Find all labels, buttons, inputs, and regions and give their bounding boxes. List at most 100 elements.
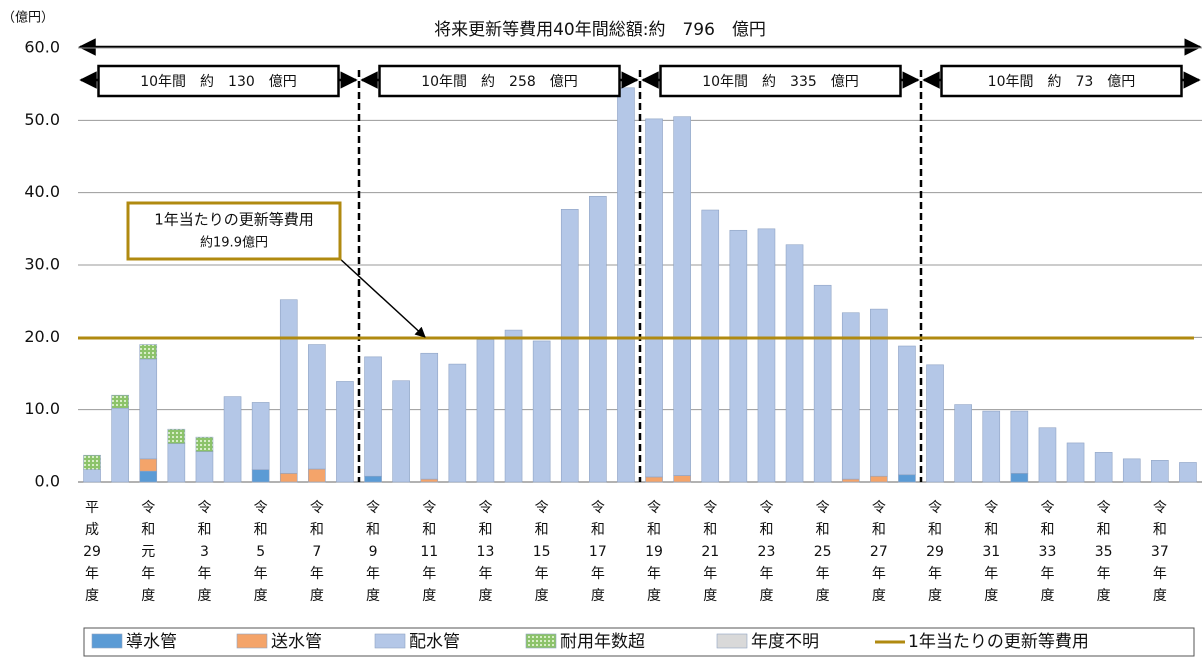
label-char: 年 xyxy=(254,566,268,582)
x-tick-label: 令和 9 年度 xyxy=(366,500,380,604)
period-box xyxy=(378,64,621,98)
label-char: 度 xyxy=(254,588,268,604)
label-char: 度 xyxy=(647,588,661,604)
bar-segment xyxy=(841,478,860,483)
legend-swatch xyxy=(374,633,406,649)
bar-segment xyxy=(195,436,214,452)
label-char: 令 xyxy=(478,500,492,516)
label-char: 令 xyxy=(928,500,942,516)
legend-swatch xyxy=(525,633,557,649)
label-char: 度 xyxy=(535,588,549,604)
label-char: 度 xyxy=(422,588,436,604)
bar-segment xyxy=(982,410,1001,483)
bar-segment xyxy=(841,312,860,480)
label-char: 令 xyxy=(703,500,717,516)
label-char: 令 xyxy=(1097,500,1111,516)
bar-segment xyxy=(926,364,944,483)
label-char: 和 xyxy=(1153,522,1167,538)
bar-segment xyxy=(898,474,916,483)
x-tick-label: 令和 27 年度 xyxy=(870,500,888,604)
bar-segment xyxy=(420,352,439,480)
label-char: 元 xyxy=(141,544,155,560)
annotation-arrow xyxy=(337,256,426,338)
label-char: 度 xyxy=(984,588,998,604)
bar-segment xyxy=(251,402,270,471)
label-char: 11 xyxy=(420,544,438,560)
bar-segment xyxy=(167,443,186,483)
label-char: 度 xyxy=(478,588,492,604)
label-char: 成 xyxy=(85,522,99,538)
bar-segment xyxy=(504,329,523,483)
legend-label: 1年当たりの更新等費用 xyxy=(908,632,1089,652)
label-char: 和 xyxy=(1040,522,1054,538)
bar-segment xyxy=(279,299,298,474)
legend-swatch xyxy=(716,633,748,649)
label-char: 5 xyxy=(256,544,265,560)
x-tick-label: 令和 5 年度 xyxy=(254,500,268,604)
label-char: 令 xyxy=(254,500,268,516)
y-tick-label: 0.0 xyxy=(35,472,60,491)
bar-segment xyxy=(954,404,972,483)
label-char: 年 xyxy=(141,566,155,582)
x-tick-label: 令和 29 年度 xyxy=(926,500,944,604)
legend-label: 導水管 xyxy=(126,632,177,652)
label-char: 和 xyxy=(310,522,324,538)
label-char: 平 xyxy=(85,500,99,516)
label-char: 29 xyxy=(926,544,944,560)
label-char: 年 xyxy=(535,566,549,582)
label-char: 27 xyxy=(870,544,888,560)
legend-swatch xyxy=(91,633,123,649)
bar-segment xyxy=(1151,459,1169,483)
bar-segment xyxy=(813,284,832,483)
label-char: 度 xyxy=(141,588,155,604)
bar-segment xyxy=(870,475,888,483)
bar-segment xyxy=(701,209,720,483)
bar-segment xyxy=(1122,458,1141,483)
bar-segment xyxy=(532,340,551,483)
x-tick-label: 令和 19 年度 xyxy=(645,500,663,604)
label-char: 年 xyxy=(197,566,211,582)
period-box xyxy=(659,64,902,98)
y-unit: （億円） xyxy=(2,10,54,26)
bar-segment xyxy=(139,458,158,472)
label-char: 年 xyxy=(816,566,830,582)
x-tick-label: 令和 15 年度 xyxy=(533,500,551,604)
y-tick-label: 60.0 xyxy=(24,38,60,57)
label-char: 度 xyxy=(1153,588,1167,604)
legend-label: 送水管 xyxy=(271,632,322,652)
label-char: 3 xyxy=(200,544,209,560)
label-char: 和 xyxy=(759,522,773,538)
label-char: 度 xyxy=(872,588,886,604)
label-char: 29 xyxy=(83,544,101,560)
bar-segment xyxy=(1179,462,1197,483)
bar-segment xyxy=(898,345,916,476)
label-char: 令 xyxy=(591,500,605,516)
label-char: 17 xyxy=(589,544,607,560)
label-char: 令 xyxy=(141,500,155,516)
label-char: 年 xyxy=(703,566,717,582)
label-char: 和 xyxy=(197,522,211,538)
bar-segment xyxy=(729,229,748,483)
legend-label: 耐用年数超 xyxy=(560,632,645,652)
bar-segment xyxy=(139,358,158,460)
x-tick-label: 令和 35 年度 xyxy=(1095,500,1113,604)
bar-segment xyxy=(1066,442,1085,483)
period-label: 10年間 約 258 億円 xyxy=(421,74,578,90)
label-char: 和 xyxy=(984,522,998,538)
bar-segment xyxy=(83,454,101,471)
label-char: 年 xyxy=(984,566,998,582)
label-char: 令 xyxy=(310,500,324,516)
x-tick-label: 令和 11 年度 xyxy=(420,500,438,604)
bar-segment xyxy=(392,380,410,483)
legend-swatch xyxy=(236,633,268,649)
label-char: 35 xyxy=(1095,544,1113,560)
label-char: 年 xyxy=(85,566,99,582)
label-char: 9 xyxy=(369,544,378,560)
label-char: 和 xyxy=(422,522,436,538)
bar-segment xyxy=(870,308,888,477)
bar-segment xyxy=(1038,427,1057,483)
y-tick-label: 40.0 xyxy=(24,182,60,201)
label-char: 度 xyxy=(1097,588,1111,604)
bar-segment xyxy=(560,209,579,483)
y-tick-label: 50.0 xyxy=(24,110,60,129)
